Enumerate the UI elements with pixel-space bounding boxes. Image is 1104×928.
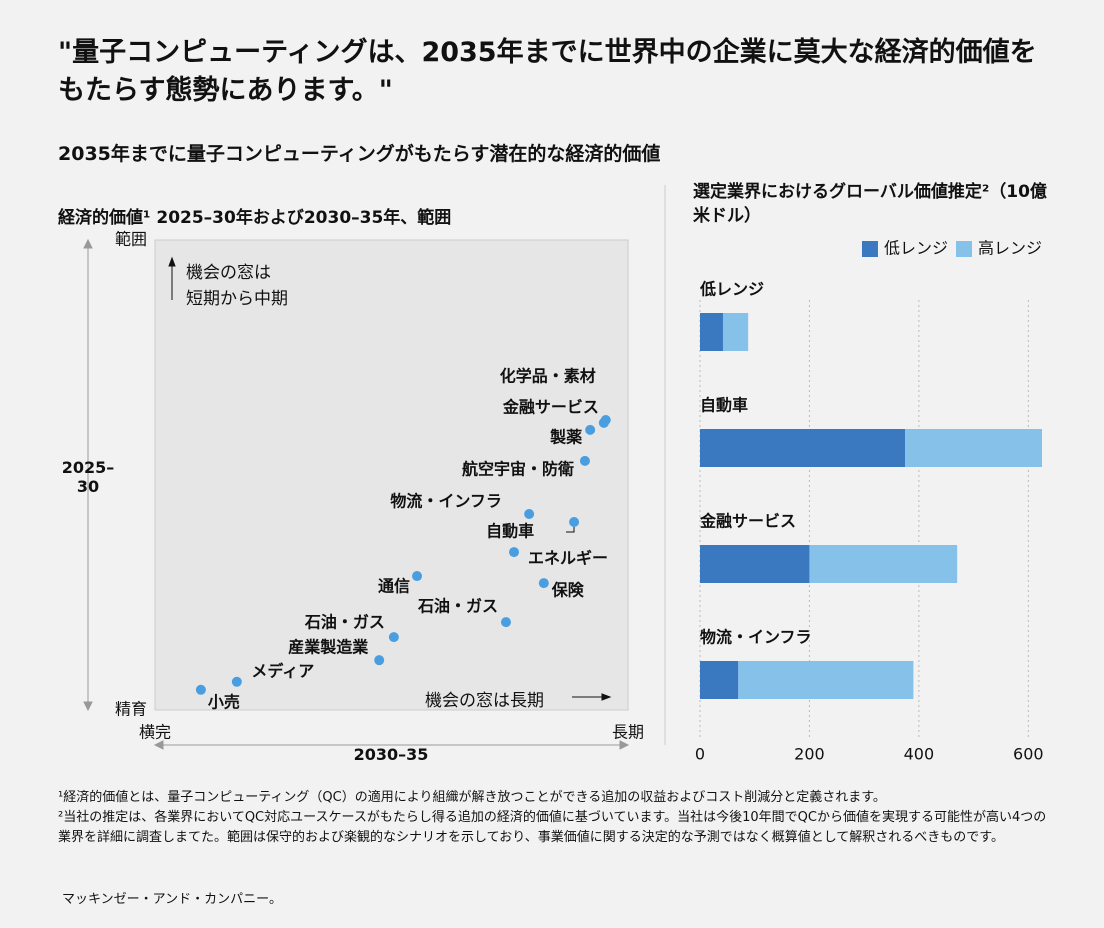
title: "量子コンピューティングは、2035年までに世界中の企業に莫大な経済的価値をもた… bbox=[58, 37, 1037, 106]
point bbox=[524, 509, 535, 520]
point bbox=[598, 417, 609, 428]
axis-arrows bbox=[83, 238, 630, 750]
point bbox=[412, 571, 423, 582]
point bbox=[569, 517, 580, 527]
point-label: メディア bbox=[251, 661, 314, 680]
legend-label: 高レンジ bbox=[978, 239, 1042, 258]
annotation: 機会の窓は bbox=[186, 263, 271, 283]
category-label: 金融サービス bbox=[699, 512, 796, 531]
x-tick-label: 200 bbox=[794, 745, 825, 764]
annotation-arrows bbox=[168, 256, 612, 701]
x-tick-label: 400 bbox=[904, 745, 935, 764]
bar bbox=[700, 429, 906, 467]
point bbox=[374, 655, 385, 666]
category-label: 物流・インフラ bbox=[700, 628, 812, 647]
plot-area bbox=[154, 239, 629, 711]
category-label: 低レンジ bbox=[699, 280, 764, 299]
point-label: 自動車 bbox=[486, 522, 534, 541]
point-label: 金融サービス bbox=[502, 397, 599, 416]
bar bbox=[700, 313, 723, 351]
point-label: 航空宇宙・防衛 bbox=[462, 459, 574, 478]
y-tick-label: 範囲 bbox=[115, 230, 147, 249]
point-label: 通信 bbox=[378, 577, 410, 596]
point-label: 物流・インフラ bbox=[390, 492, 502, 511]
legend-label: 低レンジ bbox=[884, 239, 948, 258]
point bbox=[538, 578, 549, 589]
x-tick-label: 横完 bbox=[139, 723, 171, 742]
point-label: 小売 bbox=[208, 692, 240, 711]
bar bbox=[700, 661, 739, 699]
legend-swatch bbox=[861, 241, 878, 257]
point bbox=[500, 617, 511, 628]
y-tick-label: 精育 bbox=[115, 700, 147, 719]
point-label: 産業製造業 bbox=[288, 638, 369, 657]
bar bbox=[809, 545, 958, 583]
legend-swatch bbox=[955, 241, 972, 257]
point-label: 保険 bbox=[551, 581, 585, 600]
category-label: 自動車 bbox=[700, 396, 748, 415]
point bbox=[195, 684, 206, 695]
point bbox=[585, 424, 596, 435]
point bbox=[231, 676, 242, 687]
point bbox=[509, 547, 520, 558]
x-tick-label: 0 bbox=[695, 745, 705, 764]
point bbox=[388, 632, 399, 643]
bar bbox=[905, 429, 1042, 467]
point-label: 石油・ガス bbox=[417, 597, 498, 616]
bar bbox=[722, 313, 749, 351]
bar bbox=[738, 661, 914, 699]
annotation: 機会の窓は長期 bbox=[425, 691, 544, 711]
y-axis-label: 2025–30 bbox=[61, 458, 115, 496]
subtitle: 2035年までに量子コンピューティングがもたらす潜在的な経済的価値 bbox=[58, 143, 661, 165]
x-tick-label: 長期 bbox=[612, 723, 644, 742]
x-axis-label: 2030–35 bbox=[353, 745, 429, 764]
footnote: ²当社の推定は、各業界においてQC対応ユースケースがもたらし得る追加の経済的価値… bbox=[58, 810, 1047, 845]
bar-title: 選定業界におけるグローバル価値推定²（10億米ドル） bbox=[693, 182, 1047, 226]
point bbox=[579, 455, 590, 466]
scatter-title: 経済的価値¹ 2025–30年および2030–35年、範囲 bbox=[58, 208, 452, 228]
annotation: 短期から中期 bbox=[186, 289, 288, 309]
footnote: ¹経済的価値とは、量子コンピューティング（QC）の適用により組織が解き放つことが… bbox=[58, 790, 886, 805]
bar bbox=[700, 545, 810, 583]
point-label: 製薬 bbox=[549, 427, 583, 446]
x-tick-label: 600 bbox=[1013, 745, 1044, 764]
source: マッキンゼー・アンド・カンパニー。 bbox=[62, 892, 282, 907]
point-label: 石油・ガス bbox=[304, 613, 385, 632]
point-label: 化学品・素材 bbox=[500, 367, 596, 386]
point-label: エネルギー bbox=[528, 549, 608, 568]
